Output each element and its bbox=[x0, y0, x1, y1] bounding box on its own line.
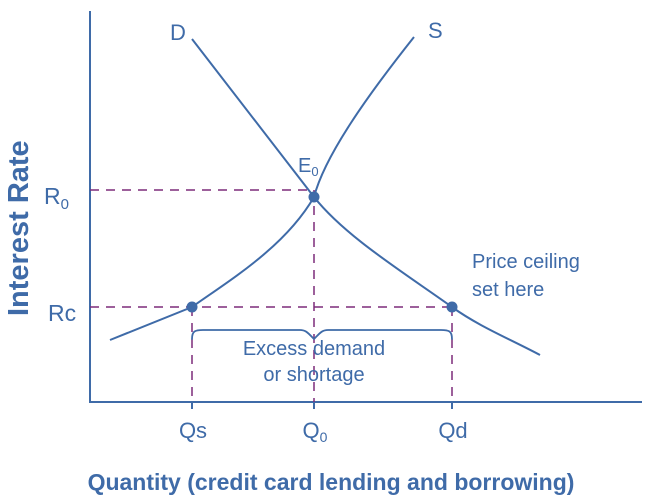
svg-text:Q0: Q0 bbox=[303, 418, 328, 445]
svg-text:S: S bbox=[428, 18, 443, 43]
svg-text:Qd: Qd bbox=[438, 418, 467, 443]
svg-text:Rc: Rc bbox=[48, 300, 76, 326]
svg-text:or shortage: or shortage bbox=[263, 364, 364, 386]
svg-text:Qs: Qs bbox=[179, 418, 207, 443]
svg-text:D: D bbox=[170, 20, 186, 45]
svg-text:R0: R0 bbox=[44, 183, 69, 213]
svg-text:Price ceiling: Price ceiling bbox=[472, 251, 580, 273]
svg-text:Excess demand: Excess demand bbox=[243, 338, 385, 360]
svg-text:E0: E0 bbox=[298, 155, 319, 179]
svg-text:Quantity (credit card lending: Quantity (credit card lending and borrow… bbox=[88, 469, 575, 495]
svg-text:set here: set here bbox=[472, 279, 544, 301]
svg-text:Interest Rate: Interest Rate bbox=[3, 140, 35, 316]
